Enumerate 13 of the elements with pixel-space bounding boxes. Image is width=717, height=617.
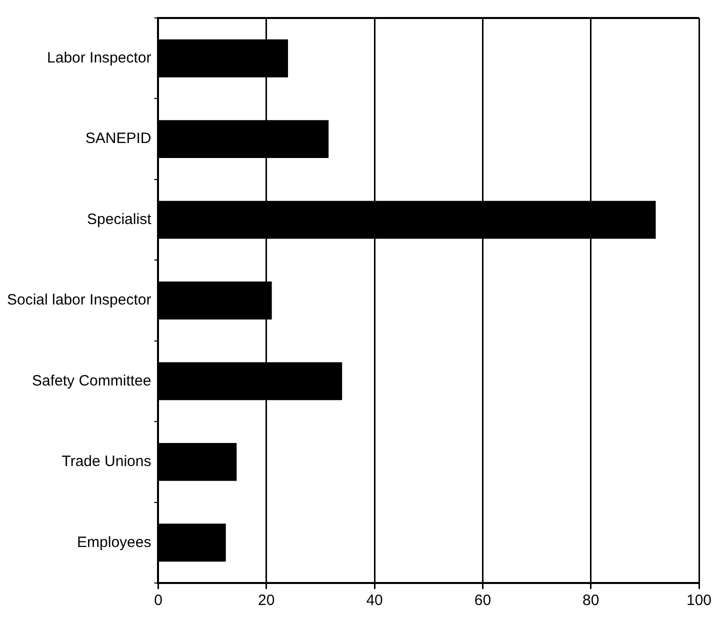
y-tick-label: Employees — [77, 534, 152, 551]
y-tick-label: Safety Committee — [32, 372, 152, 390]
x-tick-label: 40 — [366, 592, 383, 610]
x-tick-label: 80 — [582, 592, 600, 610]
y-tick-label: Social labor Inspector — [6, 292, 152, 309]
y-tick-label: Trade Unions — [62, 453, 152, 470]
x-tick-label: 20 — [258, 592, 275, 610]
x-tick-label: 60 — [474, 592, 492, 610]
y-tick-label: Specialist — [87, 210, 152, 228]
y-tick-label: Labor Inspector — [47, 50, 152, 66]
x-tick-label: 100 — [686, 592, 712, 610]
y-tick-label: SANEPID — [85, 130, 152, 148]
x-tick-label: 0 — [154, 592, 162, 610]
